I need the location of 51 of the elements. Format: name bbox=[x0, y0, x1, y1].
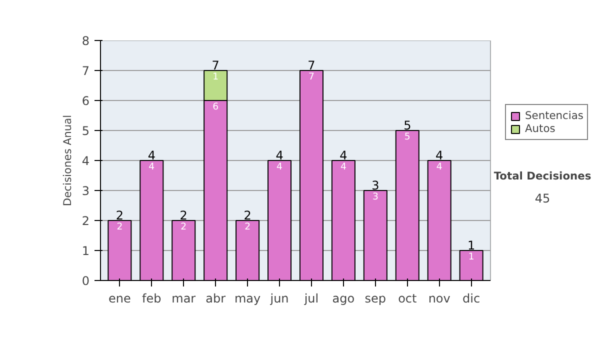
data-label: 4 bbox=[276, 162, 283, 172]
total-label: 7 bbox=[212, 58, 220, 72]
data-label: 4 bbox=[436, 162, 442, 172]
total-label: 5 bbox=[404, 118, 412, 132]
x-tick-label: sep bbox=[364, 292, 386, 306]
x-tick-label: abr bbox=[206, 292, 226, 306]
data-label: 4 bbox=[148, 162, 155, 172]
x-tick-label: feb bbox=[142, 292, 162, 306]
data-label: 3 bbox=[372, 192, 378, 202]
data-label: 1 bbox=[212, 72, 219, 82]
x-tick-label: nov bbox=[428, 292, 450, 306]
y-axis-title: Decisiones Anual bbox=[60, 114, 74, 206]
y-tick-label: 5 bbox=[82, 124, 90, 138]
y-tick-label: 6 bbox=[82, 94, 90, 108]
y-tick-label: 7 bbox=[82, 64, 90, 78]
x-tick-label: mar bbox=[172, 292, 196, 306]
total-label: 4 bbox=[340, 148, 348, 162]
data-label: 5 bbox=[404, 132, 410, 142]
data-label: 6 bbox=[212, 102, 219, 112]
total-label: 2 bbox=[244, 208, 252, 222]
data-label: 2 bbox=[180, 222, 187, 232]
total-label: 4 bbox=[148, 148, 156, 162]
total-label: 1 bbox=[468, 238, 476, 252]
legend-label: Autos bbox=[525, 122, 556, 135]
x-tick-label: dic bbox=[462, 292, 480, 306]
x-tick-label: jun bbox=[269, 292, 289, 306]
total-label: 2 bbox=[116, 208, 124, 222]
data-label: 4 bbox=[340, 162, 346, 172]
y-tick-label: 4 bbox=[82, 154, 90, 168]
total-label: 7 bbox=[308, 58, 316, 72]
y-tick-label: 3 bbox=[82, 184, 90, 198]
data-label: 2 bbox=[116, 222, 123, 232]
x-tick-label: jul bbox=[303, 292, 319, 306]
data-label: 2 bbox=[244, 222, 251, 232]
y-tick-label: 0 bbox=[82, 274, 90, 288]
total-label: 3 bbox=[372, 178, 380, 192]
total-label: 4 bbox=[436, 148, 444, 162]
total-label: 2 bbox=[180, 208, 188, 222]
text: Total Decisiones bbox=[494, 170, 592, 182]
x-tick-label: may bbox=[234, 292, 261, 306]
x-tick-label: ago bbox=[332, 292, 355, 306]
legend-label: Sentencias bbox=[525, 109, 584, 122]
data-label: 7 bbox=[308, 72, 315, 82]
y-tick-label: 8 bbox=[82, 34, 90, 48]
y-tick-label: 1 bbox=[82, 244, 90, 258]
total-label: 4 bbox=[276, 148, 284, 162]
y-tick-label: 2 bbox=[82, 214, 90, 228]
x-tick-label: ene bbox=[108, 292, 131, 306]
data-label: 1 bbox=[468, 252, 474, 262]
x-tick-label: oct bbox=[398, 292, 417, 306]
text: 45 bbox=[534, 192, 550, 206]
